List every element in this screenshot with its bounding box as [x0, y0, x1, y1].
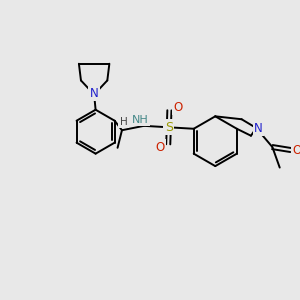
Text: O: O: [292, 143, 300, 157]
Text: O: O: [173, 101, 182, 114]
Text: O: O: [155, 141, 165, 154]
Text: N: N: [90, 86, 98, 100]
Text: S: S: [165, 121, 173, 134]
Text: N: N: [254, 122, 263, 134]
Text: H: H: [119, 117, 127, 127]
Text: NH: NH: [132, 115, 149, 125]
